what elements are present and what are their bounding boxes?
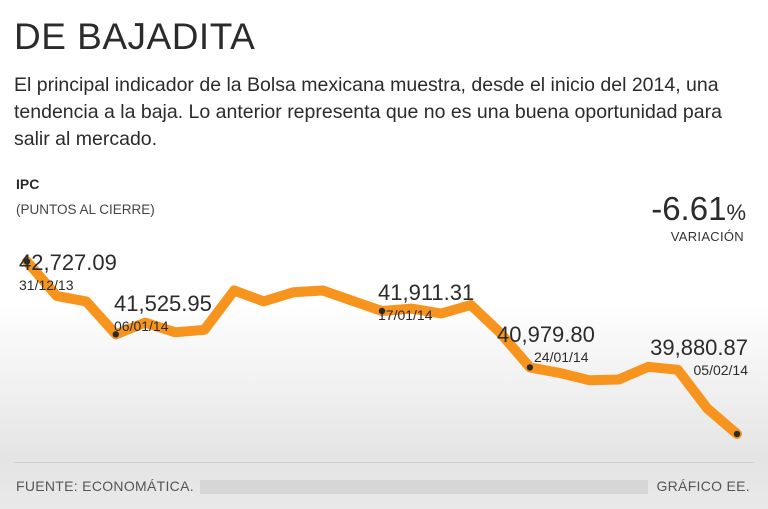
variation-value: -6.61%: [651, 192, 746, 225]
chart-title: DE BAJADITA: [14, 16, 256, 57]
data-value-label: 42,727.09: [19, 250, 117, 275]
variation-unit: %: [726, 200, 746, 225]
data-point-marker: [112, 331, 120, 338]
credit-label: GRÁFICO EE.: [656, 478, 750, 494]
data-value-label: 41,911.31: [378, 280, 474, 305]
series-label: IPC: [16, 176, 40, 192]
units-label: (PUNTOS AL CIERRE): [16, 202, 155, 217]
data-point-marker: [23, 258, 31, 265]
footer-band: [200, 480, 648, 494]
data-point-marker: [378, 307, 386, 315]
variation-label: VARIACIÓN: [670, 229, 744, 244]
data-date-label: 31/12/13: [19, 277, 74, 293]
data-date-label: 06/01/14: [114, 318, 169, 334]
data-point-marker: [526, 364, 534, 371]
data-value-label: 39,880.87: [650, 335, 748, 360]
data-date-label: 17/01/14: [378, 307, 433, 323]
data-value-label: 40,979.80: [497, 322, 595, 347]
data-date-label: 05/02/14: [694, 362, 749, 378]
data-point-marker: [733, 430, 741, 438]
chart-subtitle: El principal indicador de la Bolsa mexic…: [14, 74, 722, 150]
variation-number: -6.61: [651, 190, 727, 227]
source-label: FUENTE: ECONOMÁTICA.: [16, 478, 194, 494]
footer-divider: [14, 462, 754, 463]
data-value-label: 41,525.95: [114, 291, 212, 316]
data-date-label: 24/01/14: [534, 349, 589, 365]
